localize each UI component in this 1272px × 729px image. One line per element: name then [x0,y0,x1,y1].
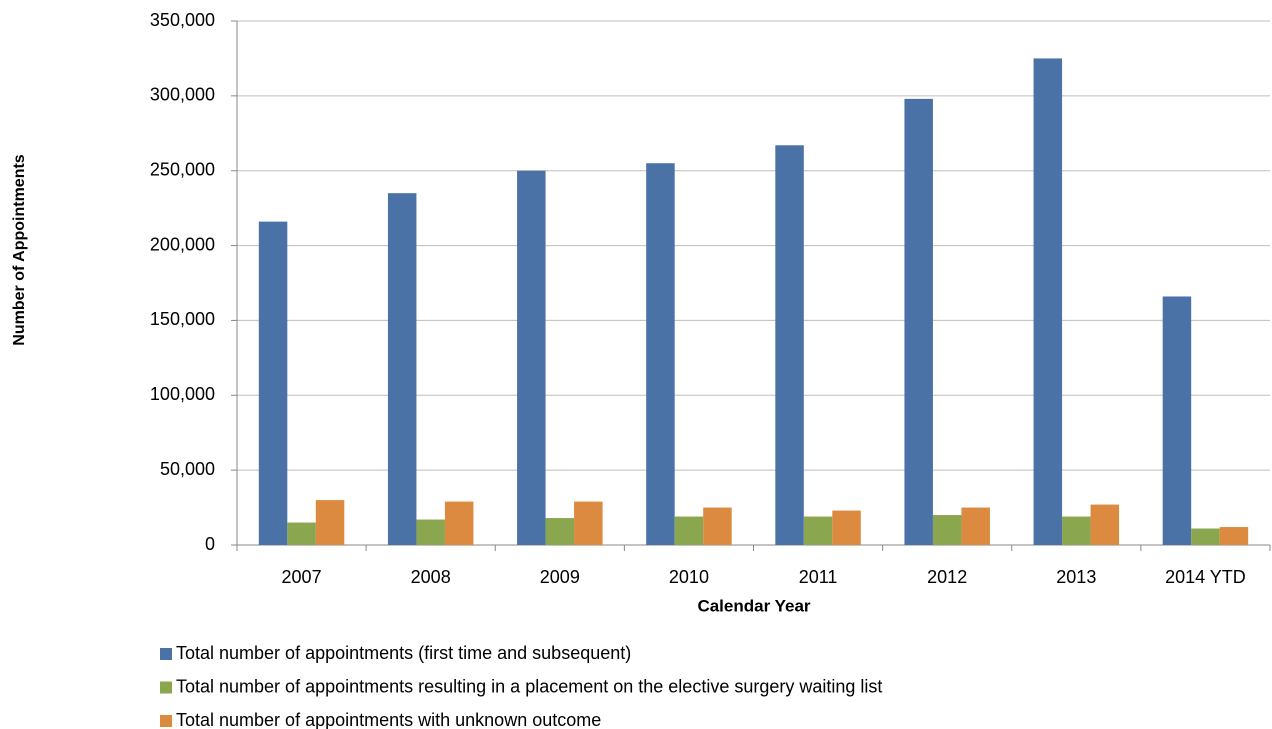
x-axis-title: Calendar Year [697,596,810,615]
bar [904,98,933,545]
bar [1033,58,1063,546]
bar [932,515,962,545]
x-tick-label: 2012 [927,567,967,587]
bar [832,510,861,545]
bar [1162,296,1192,545]
bar [803,516,833,545]
bar [646,163,675,545]
y-tick-label: 250,000 [150,159,215,179]
bar [545,518,575,545]
x-tick-label: 2008 [411,567,451,587]
y-tick-label: 300,000 [150,85,215,105]
bar [674,516,704,545]
bar [1191,528,1220,545]
y-tick-label: 0 [205,534,215,554]
legend-swatch [160,681,172,694]
x-tick-label: 2007 [282,567,322,587]
bar [287,522,316,545]
bar [574,501,603,545]
bar [387,193,417,545]
y-tick-label: 200,000 [150,234,215,254]
legend-swatch [160,715,172,727]
x-tick-label: 2014 YTD [1165,567,1246,587]
bar [517,170,546,545]
bar [961,507,990,545]
y-tick-label: 350,000 [150,10,215,30]
y-tick-label: 150,000 [150,309,215,329]
y-tick-label: 100,000 [150,384,215,404]
bar [1219,527,1249,545]
y-axis-title: Number of Appointments [11,154,28,346]
bar [416,519,445,545]
bar [444,501,474,545]
bar [315,500,345,545]
legend-swatch [160,648,172,660]
x-tick-label: 2010 [669,567,709,587]
bar [1062,516,1091,545]
bar [703,507,732,545]
legend-label: Total number of appointments resulting i… [176,676,882,696]
x-tick-label: 2011 [799,567,838,587]
bar [1090,504,1120,545]
y-tick-label: 50,000 [160,459,215,479]
x-tick-label: 2013 [1056,567,1096,587]
legend-label: Total number of appointments with unknow… [176,710,601,729]
legend-label: Total number of appointments (first time… [176,643,631,663]
bar [775,145,804,545]
x-tick-label: 2009 [540,567,580,587]
bar [258,221,288,546]
